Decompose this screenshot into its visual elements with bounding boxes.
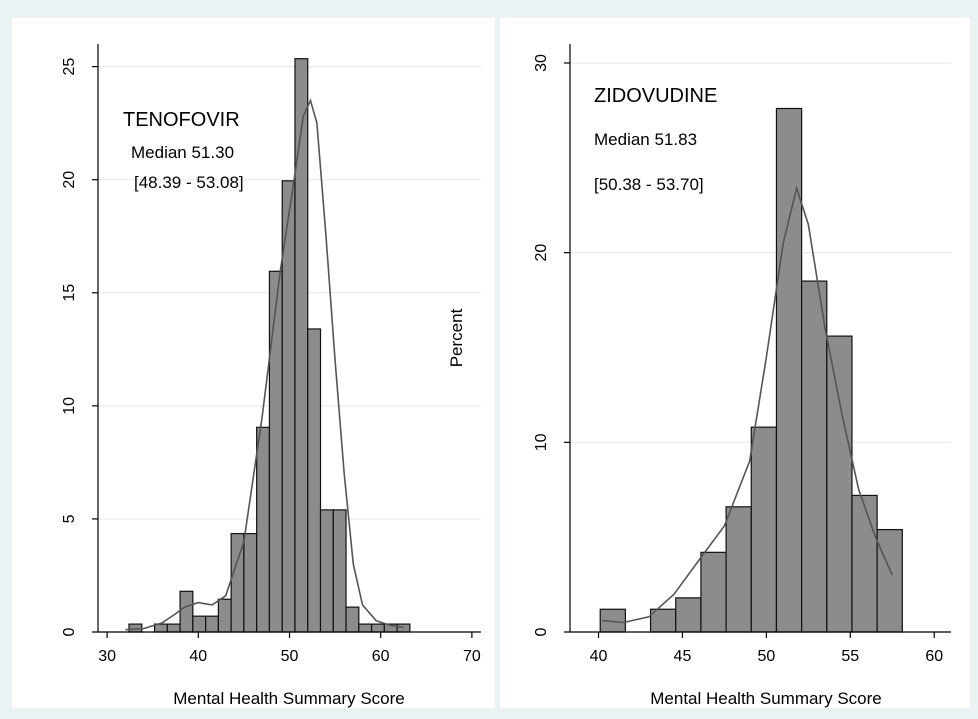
tenofovir-density-line bbox=[125, 98, 404, 631]
zidovudine-x-axis-label: Mental Health Summary Score bbox=[650, 689, 881, 708]
tenofovir-y-tick-label-25: 25 bbox=[61, 58, 78, 76]
tenofovir-bar-15 bbox=[319, 509, 334, 633]
tenofovir-tick-labels: 30 40 50 60 70 0 5 10 15 20 25 bbox=[61, 58, 481, 665]
zidovudine-title: ZIDOVUDINE bbox=[594, 85, 717, 107]
tenofovir-y-tick-label-20: 20 bbox=[61, 171, 78, 189]
tenofovir-bar-14 bbox=[307, 328, 322, 633]
tenofovir-bar-11 bbox=[268, 270, 283, 633]
zidovudine-y-tick-label-0: 0 bbox=[533, 627, 550, 636]
tenofovir-bar-13 bbox=[294, 58, 309, 633]
zidovudine-median: Median 51.83 bbox=[594, 130, 697, 149]
tenofovir-histogram-bars bbox=[128, 58, 411, 633]
tenofovir-y-tick-label-5: 5 bbox=[61, 514, 78, 523]
tenofovir-x-tick-label-50: 50 bbox=[281, 648, 299, 665]
tenofovir-axes bbox=[92, 44, 481, 638]
tenofovir-bar-18 bbox=[358, 623, 373, 633]
zidovudine-density-curve bbox=[601, 185, 894, 624]
tenofovir-x-tick-label-40: 40 bbox=[189, 648, 207, 665]
zidovudine-bar-5 bbox=[725, 506, 752, 633]
tenofovir-bar-21 bbox=[396, 623, 411, 633]
tenofovir-y-tick-label-15: 15 bbox=[61, 284, 78, 302]
zidovudine-bar-6 bbox=[750, 426, 778, 633]
zidovudine-y-tick-label-30: 30 bbox=[533, 54, 550, 72]
zidovudine-x-tick-label-40: 40 bbox=[590, 648, 608, 665]
zidovudine-x-tick-label-55: 55 bbox=[841, 648, 859, 665]
tenofovir-x-axis-label: Mental Health Summary Score bbox=[173, 689, 404, 708]
tenofovir-bar-17 bbox=[345, 606, 360, 633]
tenofovir-x-tick-label-70: 70 bbox=[463, 648, 481, 665]
zidovudine-bar-7 bbox=[775, 107, 803, 633]
tenofovir-bar-6 bbox=[205, 615, 219, 633]
tenofovir-bar-4 bbox=[179, 590, 194, 633]
tenofovir-bar-16 bbox=[332, 509, 347, 633]
tenofovir-x-tick-label-30: 30 bbox=[98, 648, 116, 665]
zidovudine-bar-10 bbox=[851, 494, 878, 633]
tenofovir-bar-9 bbox=[243, 533, 258, 633]
tenofovir-title: TENOFOVIR bbox=[123, 109, 240, 131]
tenofovir-y-tick-label-0: 0 bbox=[61, 627, 78, 636]
zidovudine-panel: 40 45 50 55 60 0 10 20 30 ZIDOVUDINE Median 51.8… bbox=[500, 18, 970, 708]
zidovudine-y-tick-label-10: 10 bbox=[533, 433, 550, 451]
tenofovir-bar-19 bbox=[370, 623, 385, 633]
zidovudine-x-tick-label-60: 60 bbox=[925, 648, 943, 665]
zidovudine-bar-8 bbox=[801, 280, 828, 633]
tenofovir-x-tick-label-60: 60 bbox=[372, 648, 390, 665]
zidovudine-x-tick-label-50: 50 bbox=[757, 648, 775, 665]
zidovudine-density-line bbox=[601, 185, 894, 624]
zidovudine-bar-9 bbox=[826, 335, 853, 633]
tenofovir-panel: 30 40 50 60 70 0 5 10 15 20 25 TENOFOVIR Median 51… bbox=[12, 18, 495, 708]
tenofovir-density-curve bbox=[125, 98, 404, 631]
tenofovir-bar-5 bbox=[192, 615, 207, 633]
zidovudine-bar-3 bbox=[675, 597, 702, 633]
zidovudine-x-tick-label-45: 45 bbox=[674, 648, 692, 665]
zidovudine-bar-11 bbox=[876, 528, 903, 633]
zidovudine-axes bbox=[564, 44, 951, 638]
tenofovir-bar-7 bbox=[217, 598, 232, 633]
zidovudine-tick-labels: 40 45 50 55 60 0 10 20 30 bbox=[533, 54, 943, 665]
zidovudine-median-range: [50.38 - 53.70] bbox=[594, 175, 704, 194]
tenofovir-y-tick-label-10: 10 bbox=[61, 397, 78, 415]
shared-y-axis-label: Percent bbox=[447, 308, 466, 367]
tenofovir-median: Median 51.30 bbox=[131, 143, 234, 162]
tenofovir-bar-3 bbox=[166, 623, 181, 633]
zidovudine-bar-4 bbox=[700, 551, 727, 633]
tenofovir-bar-10 bbox=[256, 426, 271, 633]
tenofovir-median-range: [48.39 - 53.08] bbox=[134, 173, 244, 192]
zidovudine-y-tick-label-20: 20 bbox=[533, 244, 550, 262]
